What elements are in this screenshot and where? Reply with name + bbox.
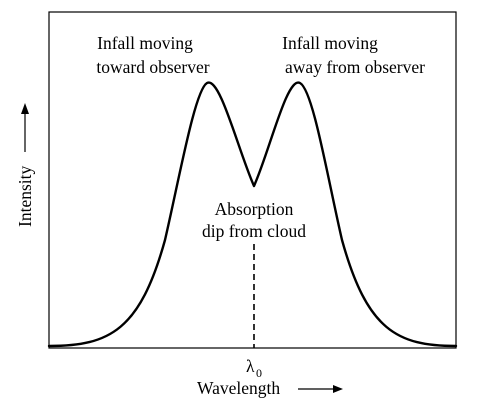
- right-peak-label-line1: Infall moving: [282, 33, 378, 53]
- x-axis-label: Wavelength: [197, 378, 280, 398]
- x-axis-arrow-head: [333, 385, 343, 393]
- dip-label-line1: Absorption: [215, 199, 294, 219]
- plot-frame: [48, 11, 457, 349]
- y-axis-label: Intensity: [15, 166, 35, 227]
- y-axis-arrow-head: [21, 103, 29, 114]
- left-peak-label-line2: toward observer: [96, 57, 209, 77]
- spectral-line-profile: [47, 81, 458, 348]
- left-peak-label-line1: Infall moving: [97, 33, 193, 53]
- center-wavelength-subscript: 0: [256, 366, 262, 380]
- center-wavelength-symbol: λ: [246, 356, 255, 376]
- right-peak-label-line2: away from observer: [285, 57, 425, 77]
- dip-label-line2: dip from cloud: [202, 221, 306, 241]
